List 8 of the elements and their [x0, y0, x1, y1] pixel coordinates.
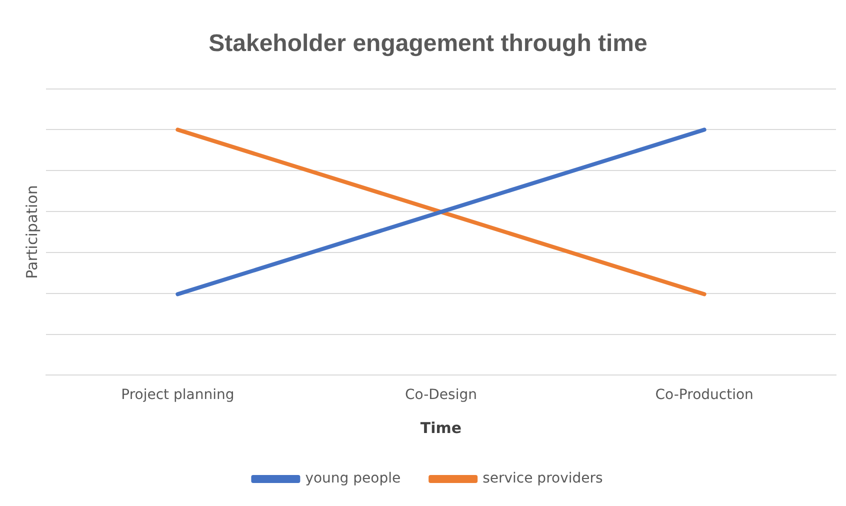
x-tick-label: Co-Design: [405, 387, 477, 404]
legend-label: young people: [305, 470, 401, 487]
x-tick-label: Co-Production: [655, 387, 754, 404]
x-axis-title: Time: [420, 418, 462, 437]
legend-label: service providers: [482, 470, 603, 487]
chart-title: Stakeholder engagement through time: [208, 30, 648, 58]
y-axis-title: Participation: [22, 185, 41, 279]
x-tick-label: Project planning: [121, 387, 234, 404]
